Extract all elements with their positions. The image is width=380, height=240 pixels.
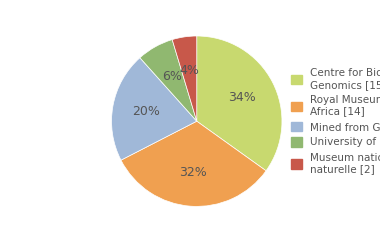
Wedge shape [172, 36, 197, 121]
Text: 32%: 32% [179, 166, 207, 179]
Text: 4%: 4% [179, 64, 199, 77]
Text: 20%: 20% [133, 105, 160, 118]
Text: 34%: 34% [228, 91, 256, 104]
Wedge shape [112, 58, 197, 160]
Wedge shape [197, 36, 282, 171]
Wedge shape [140, 40, 197, 121]
Wedge shape [121, 121, 266, 206]
Text: 6%: 6% [162, 70, 182, 83]
Legend: Centre for Biodiversity
Genomics [15], Royal Museum for Central
Africa [14], Min: Centre for Biodiversity Genomics [15], R… [291, 68, 380, 174]
